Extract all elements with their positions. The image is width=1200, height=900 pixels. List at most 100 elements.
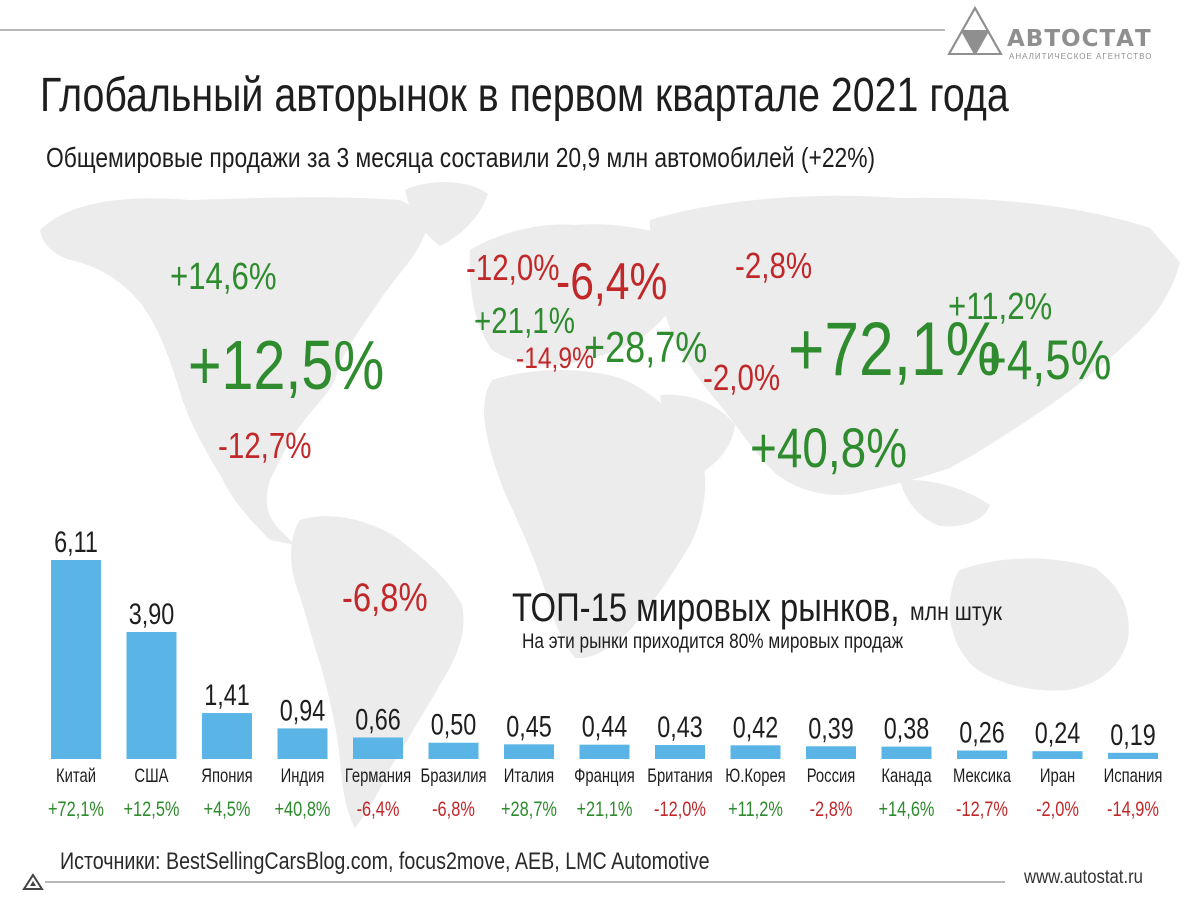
bar [51,560,101,759]
map-label-text: -12,0% [466,247,560,288]
map-label-text: -12,7% [218,425,312,466]
arabia-shape [660,394,735,478]
growth-label: -2,8% [810,797,853,820]
bar-value-label: 1,41 [204,678,250,711]
bar [881,746,932,759]
growth-label: +12,5% [123,797,179,820]
sources-text: Источники: BestSellingCarsBlog.com, focu… [60,848,710,875]
bar-value-label: 0,50 [431,708,477,741]
bar-value-label: 0,43 [657,710,703,743]
category-label: Германия [345,765,411,786]
map-label-russia: -2,8% [735,248,829,284]
growth-label: -6,8% [432,797,475,820]
bar-value-label: 0,38 [884,712,930,745]
bar-value-label: 0,24 [1035,716,1081,749]
chart-title-text: ТОП-15 мировых рынков, [512,586,900,630]
page-subtitle-text: Общемировые продажи за 3 месяца составил… [46,142,876,173]
category-label: Индия [281,765,325,786]
map-label-text: +40,8% [750,416,908,479]
map-label-text: +12,5% [188,326,385,404]
bar [957,750,1007,759]
page-subtitle: Общемировые продажи за 3 месяца составил… [46,142,1063,174]
map-label-text: +4,5% [980,328,1112,391]
category-label: Франция [574,765,635,786]
map-label-spain: -14,9% [516,344,611,374]
bar [1108,752,1158,759]
australia-shape [949,558,1129,691]
map-label-india: +40,8% [750,420,942,476]
growth-label: -6,4% [357,797,400,820]
map-label-text: -2,8% [735,245,813,286]
bar [504,744,554,759]
footer-url[interactable]: www.autostat.ru [1024,867,1159,889]
growth-label: +72,1% [48,797,104,820]
category-label: Иран [1040,765,1075,786]
corner-triangle-icon [22,873,44,890]
growth-label: -2,0% [1036,797,1079,820]
bar [126,631,177,759]
bar [1032,751,1083,759]
bar [730,745,781,759]
map-label-iran: -2,0% [703,360,797,396]
chart-note-text: На эти рынки приходится 80% мировых прод… [522,630,904,653]
africa-shape [484,369,706,659]
chart-note: На эти рынки приходится 80% мировых прод… [522,630,987,654]
bar-value-label: 0,42 [733,711,779,744]
south-america-shape [291,516,464,828]
map-label-text: +72,1% [788,307,1002,392]
bar-value-label: 0,44 [582,710,628,743]
bar [428,742,479,759]
growth-label: +14,6% [878,797,934,820]
category-label: Россия [807,765,856,786]
growth-label: +4,5% [204,797,251,820]
asia-shape [650,195,1180,495]
map-label-japan: +4,5% [980,332,1140,388]
category-label: Британия [647,765,713,786]
logo[interactable]: АВТОСТАТ АНАЛИТИЧЕСКОЕ АГЕНТСТВО [945,4,1175,61]
category-label: Ю.Корея [725,765,785,786]
greenland-shape [405,182,488,246]
map-label-text: +28,7% [584,323,708,372]
north-america-shape [40,197,430,545]
category-label: Италия [504,765,554,786]
header-rule [0,29,945,31]
map-label-usa: +12,5% [188,330,427,400]
logo-name: АВТОСТАТ [1007,26,1152,52]
growth-label: +28,7% [501,797,557,820]
map-label-brazil: -6,8% [342,578,447,618]
bar [202,713,252,759]
bar [277,728,328,759]
bar-value-label: 0,19 [1110,718,1156,751]
bar [806,746,856,759]
map-label-text: +11,2% [948,286,1053,328]
triangle-mosaic-logo-icon [947,5,1003,55]
logo-tagline: АНАЛИТИЧЕСКОЕ АГЕНТСТВО [1009,52,1153,61]
bar-value-label: 0,66 [355,703,401,736]
page-title-text: Глобальный авторынок в первом квартале 2… [40,69,1009,122]
map-label-text: -14,9% [516,342,594,375]
map-label-text: -6,4% [556,253,668,311]
chart-title: ТОП-15 мировых рынков, [512,586,985,631]
bar-value-label: 0,26 [959,716,1005,749]
map-label-mexico: -12,7% [218,428,332,464]
map-label-text: -2,0% [703,357,781,398]
map-label-france: +21,1% [474,303,597,339]
category-label: США [134,765,169,786]
map-label-britain: -12,0% [466,250,580,286]
south-east-asia-shape [900,479,990,527]
footer-rule [45,881,1005,883]
chart-unit-text: млн штук [910,596,1002,626]
map-label-south-korea: +11,2% [948,288,1075,326]
map-label-text: -6,8% [342,576,428,620]
growth-label: -14,9% [1107,797,1159,820]
category-label: Канада [881,765,932,786]
bar [655,744,705,759]
category-label: Китай [56,765,96,786]
growth-label: +40,8% [274,797,330,820]
chart-unit: млн штук [910,596,1022,627]
category-label: Мексика [953,765,1012,786]
growth-label: +11,2% [728,797,783,820]
